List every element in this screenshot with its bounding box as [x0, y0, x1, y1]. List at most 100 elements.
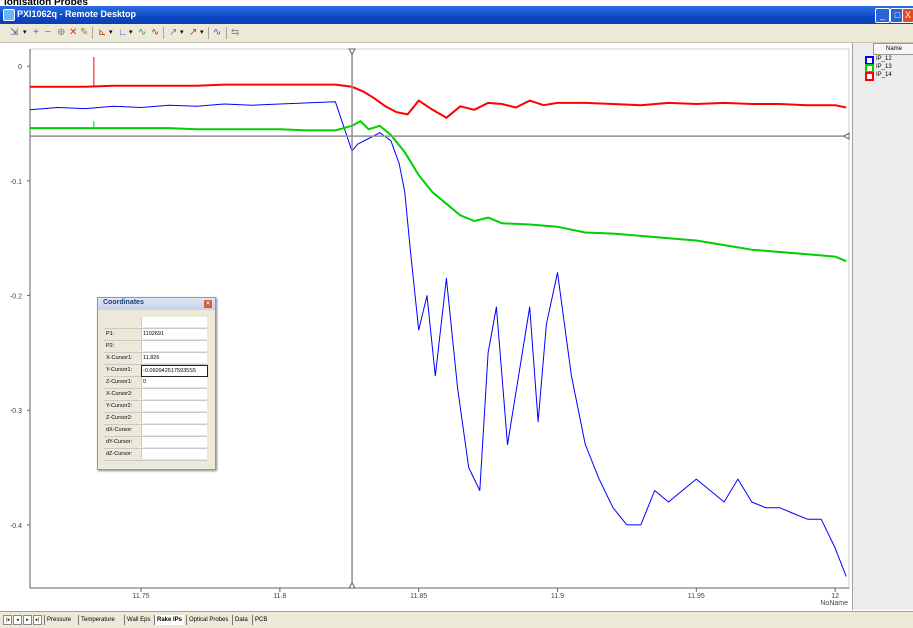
series-line-ip14	[30, 83, 847, 119]
toolbar-separator	[208, 27, 209, 39]
coordinate-label: dX-Cursor:	[106, 427, 133, 433]
add-icon[interactable]: +	[33, 27, 39, 38]
graph-icon[interactable]: ∟	[118, 27, 128, 38]
cursor-handle-bottom[interactable]	[348, 582, 356, 589]
coordinate-row: P2:	[104, 340, 207, 353]
dialog-titlebar[interactable]: Coordinates ✕	[98, 298, 215, 310]
cursor-handle-top[interactable]	[348, 48, 356, 55]
window-titlebar: PXI1062q - Remote Desktop _ □ X	[0, 6, 913, 24]
subtract-icon[interactable]: −	[45, 27, 51, 38]
dropdown-icon[interactable]: ▾	[23, 29, 27, 36]
coordinate-row: Y-Cursor1: -0.0609425175935S5	[104, 364, 208, 377]
y-tick-label: 0	[18, 64, 22, 71]
legend-label: IP_13	[876, 64, 892, 70]
dialog-title: Coordinates	[103, 299, 144, 306]
toolbar-separator	[163, 27, 164, 39]
zoom-icon[interactable]: ⊕	[57, 27, 66, 38]
coordinate-value-field[interactable]	[141, 401, 207, 411]
tab-optical-probes[interactable]: Optical Probes	[186, 615, 230, 625]
legend-panel: Name IP_12 IP_13 IP_14	[852, 43, 913, 610]
tab-pcb[interactable]: PCB	[252, 615, 269, 625]
tab-wall-eps[interactable]: Wall Eps	[124, 615, 152, 625]
coordinate-value-field[interactable]: -0.0609425175935S5	[141, 365, 208, 377]
legend-item-ip12[interactable]: IP_12	[853, 55, 913, 65]
coordinate-label: Y-Cursor2:	[106, 403, 133, 409]
next-tab-button[interactable]: ▸	[23, 615, 32, 625]
scale-icon[interactable]: ∿	[138, 27, 147, 38]
minimize-button[interactable]: _	[875, 8, 890, 23]
wave-icon[interactable]: ∿	[213, 27, 222, 38]
coordinate-label: X-Cursor1:	[106, 355, 133, 361]
tab-temperature[interactable]: Temperature	[78, 615, 117, 625]
coordinate-row: P1: 1102691	[104, 328, 207, 341]
toolbar-separator	[92, 27, 93, 39]
tab-data[interactable]: Data	[232, 615, 250, 625]
legend-item-ip14[interactable]: IP_14	[853, 71, 913, 81]
coordinate-label: X-Cursor2:	[106, 391, 133, 397]
close-button[interactable]: X	[902, 8, 913, 23]
coordinate-row: dY-Cursor:	[104, 436, 207, 449]
export-icon[interactable]: ⇆	[231, 27, 240, 38]
coordinate-row	[104, 316, 207, 329]
coordinate-value-field[interactable]	[141, 425, 207, 435]
coordinate-value-field[interactable]	[141, 449, 207, 459]
cursor-tool-icon[interactable]: ⇲	[10, 27, 19, 38]
last-tab-button[interactable]: ▸|	[33, 615, 42, 625]
y-tick-label: -0.1	[10, 179, 22, 186]
coordinate-value-field[interactable]	[141, 437, 207, 447]
graph-toolbar: ⇲ ▾ + − ⊕ ✕ ✎ ⊾ ▾ ∟ ▾ ∿ ∿ ↗ ▾ ↗ ▾ ∿ ⇆	[0, 24, 913, 43]
prev-tab-button[interactable]: ◂	[13, 615, 22, 625]
page-label: Ionisation Probes	[4, 0, 88, 8]
pen-icon[interactable]: ✎	[80, 27, 89, 38]
sheet-tab-bar: |◂ ◂ ▸ ▸| Pressure Temperature Wall Eps …	[0, 611, 913, 628]
coordinate-value-field[interactable]	[141, 317, 207, 327]
coordinate-row: Z-Cursor2:	[104, 412, 207, 425]
legend-label: IP_12	[876, 56, 892, 62]
legend-item-ip13[interactable]: IP_13	[853, 63, 913, 73]
coordinate-label: Z-Cursor2:	[106, 415, 133, 421]
legend-header[interactable]: Name	[873, 43, 913, 55]
coordinate-label: Z-Cursor1:	[106, 379, 133, 385]
chart-series-group	[29, 57, 847, 577]
axes-icon[interactable]: ⊾	[98, 27, 107, 38]
dropdown-icon[interactable]: ▾	[180, 29, 184, 36]
dropdown-icon[interactable]: ▾	[129, 29, 133, 36]
coordinate-value-field[interactable]: 1102691	[141, 329, 207, 339]
coordinate-value-field[interactable]	[141, 413, 207, 423]
coordinate-row: X-Cursor2:	[104, 388, 207, 401]
close-icon[interactable]: ✕	[204, 300, 212, 308]
coordinate-value-field[interactable]: 11.826	[141, 353, 207, 363]
coordinate-label: P2:	[106, 343, 115, 349]
dropdown-icon[interactable]: ▾	[109, 29, 113, 36]
x-tick-label: 11.9	[551, 593, 564, 600]
series-line-ip13	[30, 120, 847, 263]
coordinate-value-field[interactable]	[141, 341, 207, 351]
coordinate-row: X-Cursor1: 11.826	[104, 352, 207, 365]
y-tick-label: -0.4	[10, 523, 22, 530]
measure-icon[interactable]: ↗	[189, 27, 198, 38]
legend-swatch	[865, 72, 874, 81]
cursor-handle-right[interactable]	[843, 132, 850, 141]
x-tick-label: 12	[831, 593, 839, 600]
toolbar-separator	[226, 27, 227, 39]
remote-desktop-icon	[3, 9, 15, 21]
y-tick-label: -0.3	[10, 408, 22, 415]
x-tick-label: 11.85	[410, 593, 427, 600]
chart-cursor[interactable]	[30, 48, 850, 589]
delete-icon[interactable]: ✕	[69, 27, 78, 38]
legend-label: IP_14	[876, 72, 892, 78]
line-chart[interactable]: 0 -0.1 -0.2 -0.3 -0.4 11.75 11.8 11.85 11.9 11.95…	[0, 43, 852, 610]
coordinates-dialog[interactable]: Coordinates ✕ P1: 1102691 P2: X-Cursor1: 11.…	[97, 297, 216, 470]
coordinate-row: dX-Cursor:	[104, 424, 207, 437]
tab-rake-ips[interactable]: Rake IPs	[154, 615, 185, 625]
coordinate-value-field[interactable]	[141, 389, 207, 399]
x-tick-label: 11.8	[273, 593, 286, 600]
autoscale-icon[interactable]: ∿	[151, 27, 160, 38]
tab-pressure[interactable]: Pressure	[44, 615, 73, 625]
first-tab-button[interactable]: |◂	[3, 615, 12, 625]
dropdown-icon[interactable]: ▾	[200, 29, 204, 36]
coordinate-label: P1:	[106, 331, 115, 337]
coordinate-value-field[interactable]: 0	[141, 377, 207, 387]
curve-icon[interactable]: ↗	[169, 27, 178, 38]
coordinate-label: dY-Cursor:	[106, 439, 133, 445]
